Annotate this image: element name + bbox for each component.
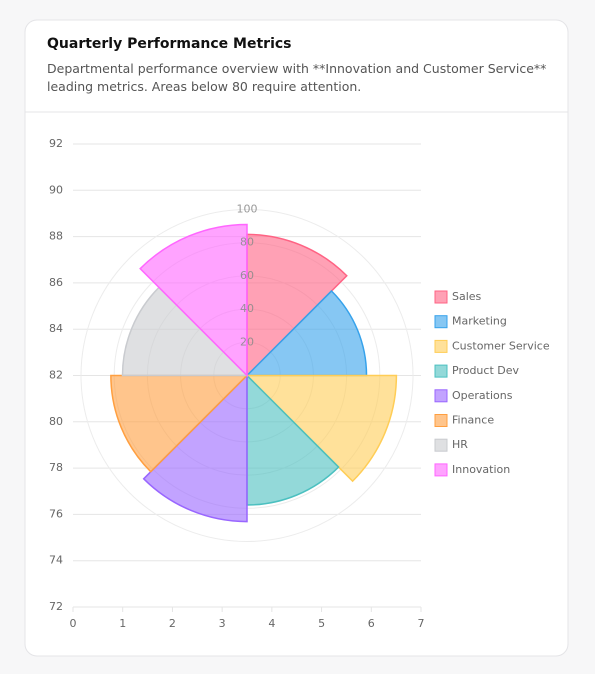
y-tick-label: 84 xyxy=(49,322,63,335)
y-tick-label: 86 xyxy=(49,276,63,289)
legend-label: Innovation xyxy=(452,463,510,476)
radial-tick-label: 80 xyxy=(240,236,254,249)
polar-segment xyxy=(246,233,348,378)
legend-label: Marketing xyxy=(452,315,507,328)
radial-tick-label: 100 xyxy=(237,203,258,216)
legend-swatch xyxy=(434,364,448,378)
x-tick-label: 2 xyxy=(169,617,176,630)
header: Quarterly Performance Metrics Department… xyxy=(47,36,547,96)
y-tick-label: 90 xyxy=(49,183,63,196)
legend-label: Finance xyxy=(452,414,494,427)
radial-grid xyxy=(80,209,414,542)
y-tick-label: 88 xyxy=(49,230,63,243)
x-tick-label: 7 xyxy=(418,617,425,630)
y-tick-label: 92 xyxy=(49,137,63,150)
legend-swatch xyxy=(434,438,448,452)
legend-label: Product Dev xyxy=(452,364,520,377)
y-tick-label: 78 xyxy=(49,461,63,474)
polar-segment xyxy=(142,373,248,523)
x-tick-label: 1 xyxy=(119,617,126,630)
x-tick-label: 0 xyxy=(70,617,77,630)
polar-segment xyxy=(245,289,368,377)
legend-label: HR xyxy=(452,438,468,451)
legend-label: Operations xyxy=(452,389,513,402)
polar-segment xyxy=(245,374,398,483)
legend-swatch xyxy=(434,389,448,403)
legend-swatch xyxy=(434,339,448,353)
radial-tick-label: 40 xyxy=(240,302,254,315)
chart-subtitle: Departmental performance overview with *… xyxy=(47,61,547,94)
chart-title: Quarterly Performance Metrics xyxy=(47,36,292,52)
radial-tick-label: 60 xyxy=(240,269,254,282)
y-tick-label: 82 xyxy=(49,369,63,382)
x-tick-label: 3 xyxy=(219,617,226,630)
polar-segment xyxy=(139,223,248,378)
polar-segment xyxy=(110,374,249,473)
x-tick-label: 4 xyxy=(268,617,275,630)
legend-swatch xyxy=(434,290,448,304)
x-tick-label: 5 xyxy=(318,617,325,630)
x-tick-label: 6 xyxy=(368,617,375,630)
legend-swatch xyxy=(434,315,448,329)
legend-swatch xyxy=(434,463,448,477)
y-tick-label: 72 xyxy=(49,600,63,613)
y-tick-label: 76 xyxy=(49,507,63,520)
legend-swatch xyxy=(434,414,448,427)
legend-label: Sales xyxy=(452,290,482,303)
polar-segment xyxy=(246,373,340,506)
y-tick-label: 74 xyxy=(49,554,63,567)
radial-tick-label: 20 xyxy=(240,335,254,348)
polar-segment xyxy=(121,286,249,377)
y-tick-label: 80 xyxy=(49,415,63,428)
legend-label: Customer Service xyxy=(452,339,550,352)
